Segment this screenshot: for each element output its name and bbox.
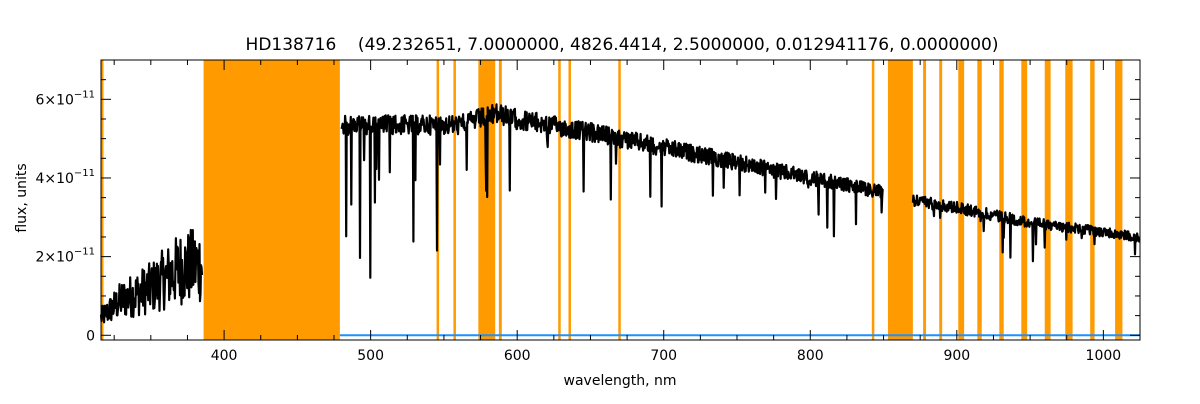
y-tick-label: 0: [86, 328, 95, 344]
masked-region: [1065, 60, 1073, 340]
masked-region: [101, 60, 104, 340]
masked-region: [453, 60, 456, 340]
masked-region: [977, 60, 982, 340]
axes: 400 500 600 700 800 900 1000 0 2×10−11 4×10−11 6×1…: [35, 60, 1141, 364]
x-axis-label: wavelength, nm: [564, 373, 677, 389]
masked-region: [939, 60, 943, 340]
masked-region: [1044, 60, 1051, 340]
masked-region: [558, 60, 561, 340]
masked-region: [887, 60, 913, 340]
x-tick-label: 700: [650, 348, 677, 364]
spectrum-line: [99, 103, 1141, 324]
masked-region: [1021, 60, 1028, 340]
x-tick-label: 500: [357, 348, 384, 364]
y-tick-label: 4×10−11: [35, 168, 95, 187]
chart-title: HD138716 (49.232651, 7.0000000, 4826.441…: [246, 35, 999, 55]
masked-region: [1115, 60, 1123, 340]
masked-region: [871, 60, 875, 340]
x-tick-label: 600: [504, 348, 531, 364]
spectrum-series: [99, 103, 1141, 324]
masked-region: [958, 60, 965, 340]
x-tick-label: 400: [211, 348, 238, 364]
x-tick-label: 800: [797, 348, 824, 364]
masked-region: [203, 60, 340, 340]
x-tick-label: 1000: [1086, 348, 1122, 364]
masked-regions: [101, 60, 1123, 340]
y-tick-label: 6×10−11: [35, 89, 95, 108]
y-tick-label: 2×10−11: [35, 247, 95, 266]
y-axis-label: flux, units: [14, 163, 30, 232]
x-tick-label: 900: [943, 348, 970, 364]
masked-region: [999, 60, 1004, 340]
masked-region: [478, 60, 496, 340]
masked-region: [568, 60, 571, 340]
masked-region: [1090, 60, 1095, 340]
plot-frame: [100, 59, 1141, 341]
masked-region: [618, 60, 621, 340]
masked-region: [498, 60, 502, 340]
